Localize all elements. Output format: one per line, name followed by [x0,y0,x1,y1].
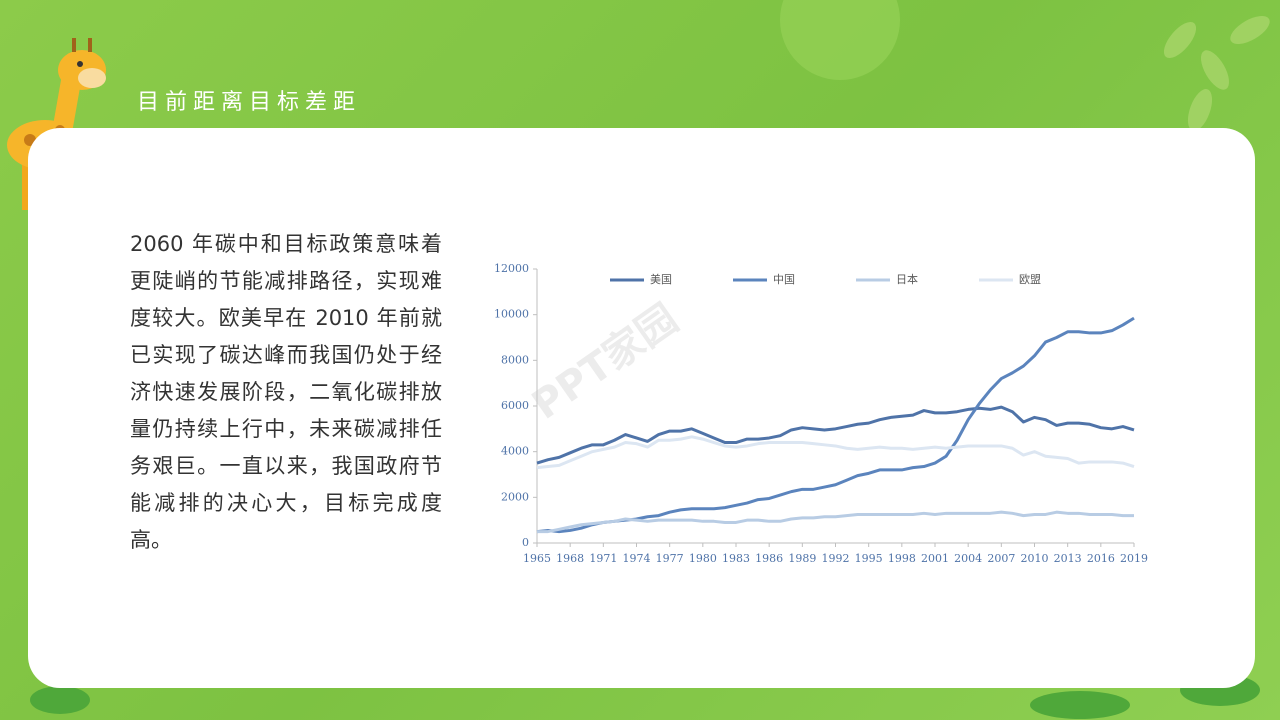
y-tick-label: 6000 [501,399,529,412]
x-tick-label: 1971 [589,552,617,565]
body-paragraph: 2060 年碳中和目标政策意味着更陡峭的节能减排路径，实现难度较大。欧美早在 2… [130,232,442,552]
legend-label: 日本 [896,272,918,286]
y-tick-label: 10000 [494,308,529,321]
y-tick-label: 8000 [501,353,529,366]
legend-label: 美国 [650,273,672,286]
y-tick-label: 12000 [494,262,529,275]
x-tick-label: 1995 [855,552,883,565]
slide-title: 目前距离目标差距 [137,90,362,115]
y-tick-label: 0 [522,536,529,549]
x-tick-label: 1965 [523,552,551,565]
x-tick-label: 2019 [1120,552,1148,565]
x-tick-label: 1998 [888,552,916,565]
legend-label: 中国 [773,273,795,286]
legend-label: 欧盟 [1019,273,1041,286]
y-tick-label: 2000 [501,490,529,503]
line-chart: 0 2000 4000 6000 8000 10000 12000 1965 1968 1971 1… [475,250,1155,575]
x-tick-label: 2013 [1054,552,1082,565]
x-tick-label: 2004 [954,552,982,565]
chart-background [475,250,1155,575]
x-tick-label: 1989 [788,552,816,565]
x-tick-label: 2016 [1087,552,1115,565]
series-line [536,405,1135,465]
series-line [536,435,1135,470]
x-tick-label: 1974 [623,552,651,565]
x-tick-label: 1968 [556,552,584,565]
series-line [537,510,1134,534]
x-tick-label: 1986 [755,552,783,565]
y-tick-label: 4000 [501,445,529,458]
x-tick-label: 1992 [822,552,850,565]
x-tick-label: 2010 [1021,552,1049,565]
x-tick-label: 2001 [921,552,949,565]
x-tick-label: 1977 [656,552,684,565]
x-tick-label: 1983 [722,552,750,565]
x-tick-label: 2007 [987,552,1015,565]
x-tick-label: 1980 [689,552,717,565]
